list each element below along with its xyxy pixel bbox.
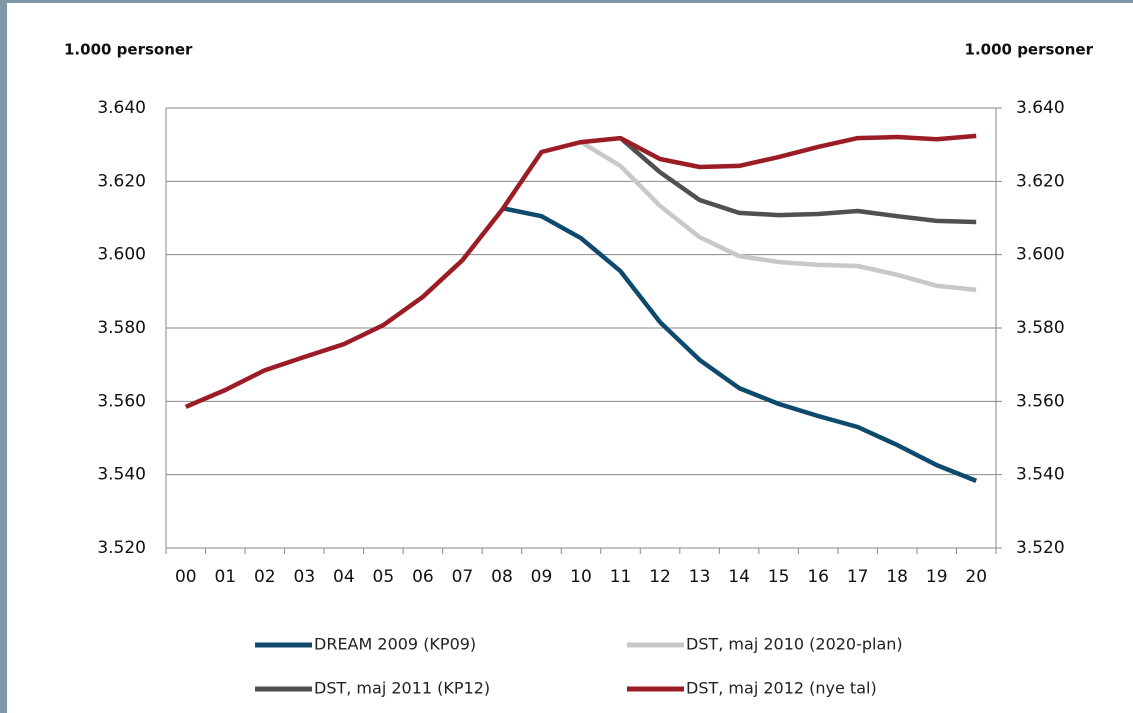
x-tick-label: 12 xyxy=(649,567,671,587)
legend-label: DREAM 2009 (KP09) xyxy=(314,635,476,654)
legend-label: DST, maj 2010 (2020-plan) xyxy=(686,635,903,654)
x-tick-label: 11 xyxy=(610,567,632,587)
x-tick-label: 10 xyxy=(570,567,592,587)
y-tick-label: 3.620 xyxy=(97,171,146,191)
y-tick-label: 3.580 xyxy=(97,318,146,338)
x-tick-label: 01 xyxy=(214,567,236,587)
line-series xyxy=(619,136,977,225)
x-tick-label: 07 xyxy=(452,567,474,587)
x-tick-label: 20 xyxy=(965,567,987,587)
x-tick-label: 04 xyxy=(333,567,355,587)
line-series xyxy=(501,205,978,483)
y2-tick-label: 3.560 xyxy=(1016,391,1065,411)
y-tick-label: 3.540 xyxy=(97,465,146,485)
y2-tick-label: 3.640 xyxy=(1016,98,1065,118)
legend-label: DST, maj 2012 (nye tal) xyxy=(686,679,877,698)
legend-label: DST, maj 2011 (KP12) xyxy=(314,679,490,698)
y-tick-label: 3.600 xyxy=(97,245,146,265)
x-tick-label: 17 xyxy=(847,567,869,587)
line-series xyxy=(579,140,977,293)
x-tick-label: 03 xyxy=(294,567,316,587)
y2-axis-label: 1.000 personer xyxy=(965,41,1094,59)
y2-tick-label: 3.580 xyxy=(1016,318,1065,338)
x-tick-label: 19 xyxy=(926,567,948,587)
x-tick-label: 15 xyxy=(768,567,790,587)
x-tick-label: 00 xyxy=(175,567,197,587)
x-tick-label: 06 xyxy=(412,567,434,587)
plot-frame xyxy=(165,107,997,549)
x-tick-label: 05 xyxy=(373,567,395,587)
y2-tick-label: 3.600 xyxy=(1016,245,1065,265)
x-tick-label: 09 xyxy=(531,567,553,587)
x-tick-label: 13 xyxy=(689,567,711,587)
y2-tick-label: 3.540 xyxy=(1016,465,1065,485)
x-tick-label: 16 xyxy=(807,567,829,587)
y-axis-label: 1.000 personer xyxy=(64,41,193,59)
y-tick-label: 3.520 xyxy=(97,538,146,558)
y2-tick-label: 3.520 xyxy=(1016,538,1065,558)
y2-tick-label: 3.620 xyxy=(1016,171,1065,191)
x-tick-label: 18 xyxy=(886,567,908,587)
y-tick-label: 3.640 xyxy=(97,98,146,118)
x-tick-label: 08 xyxy=(491,567,513,587)
y-tick-label: 3.560 xyxy=(97,391,146,411)
x-tick-label: 14 xyxy=(728,567,750,587)
line-series xyxy=(184,133,977,409)
x-tick-label: 02 xyxy=(254,567,276,587)
